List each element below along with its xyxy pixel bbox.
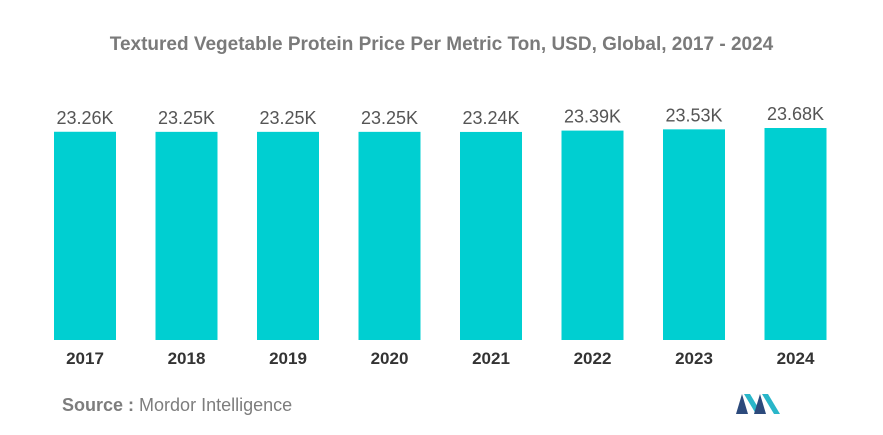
bar-2022 <box>561 130 624 340</box>
category-label-2021: 2021 <box>472 349 510 368</box>
data-label-2017: 23.26K <box>56 108 113 128</box>
data-label-2019: 23.25K <box>259 108 316 128</box>
value-labels-group: 23.26K 23.25K 23.25K 23.25K 23.24K 23.39K 23.5… <box>56 104 824 128</box>
category-label-2017: 2017 <box>66 349 104 368</box>
data-label-2021: 23.24K <box>462 108 519 128</box>
bar-2021 <box>460 131 522 340</box>
data-label-2023: 23.53K <box>665 105 722 125</box>
category-label-2024: 2024 <box>777 349 815 368</box>
category-label-2022: 2022 <box>574 349 612 368</box>
bar-2020 <box>358 131 421 340</box>
mordor-intelligence-logo-icon <box>736 394 780 414</box>
chart-title: Textured Vegetable Protein Price Per Met… <box>109 34 774 55</box>
data-label-2024: 23.68K <box>767 104 824 124</box>
source-label: Source : <box>62 395 135 415</box>
bar-chart: 23.26K 23.25K 23.25K 23.25K 23.24K 23.39K 23.5… <box>54 104 827 368</box>
category-label-2020: 2020 <box>371 349 409 368</box>
data-label-2022: 23.39K <box>564 107 621 127</box>
bars-group <box>54 128 827 340</box>
source-text: Mordor Intelligence <box>139 395 293 415</box>
category-label-2018: 2018 <box>168 349 206 368</box>
bar-2017 <box>54 131 116 340</box>
category-label-2023: 2023 <box>675 349 713 368</box>
source-note: Source : Mordor Intelligence <box>62 395 292 416</box>
bar-2024 <box>764 128 827 340</box>
data-label-2020: 23.25K <box>361 108 418 128</box>
data-label-2018: 23.25K <box>158 108 215 128</box>
bar-2023 <box>663 129 725 340</box>
bar-2019 <box>257 131 319 340</box>
bar-2018 <box>155 131 218 340</box>
category-labels-group: 2017 2018 2019 2020 2021 2022 2023 2024 <box>66 349 815 368</box>
category-label-2019: 2019 <box>269 349 307 368</box>
